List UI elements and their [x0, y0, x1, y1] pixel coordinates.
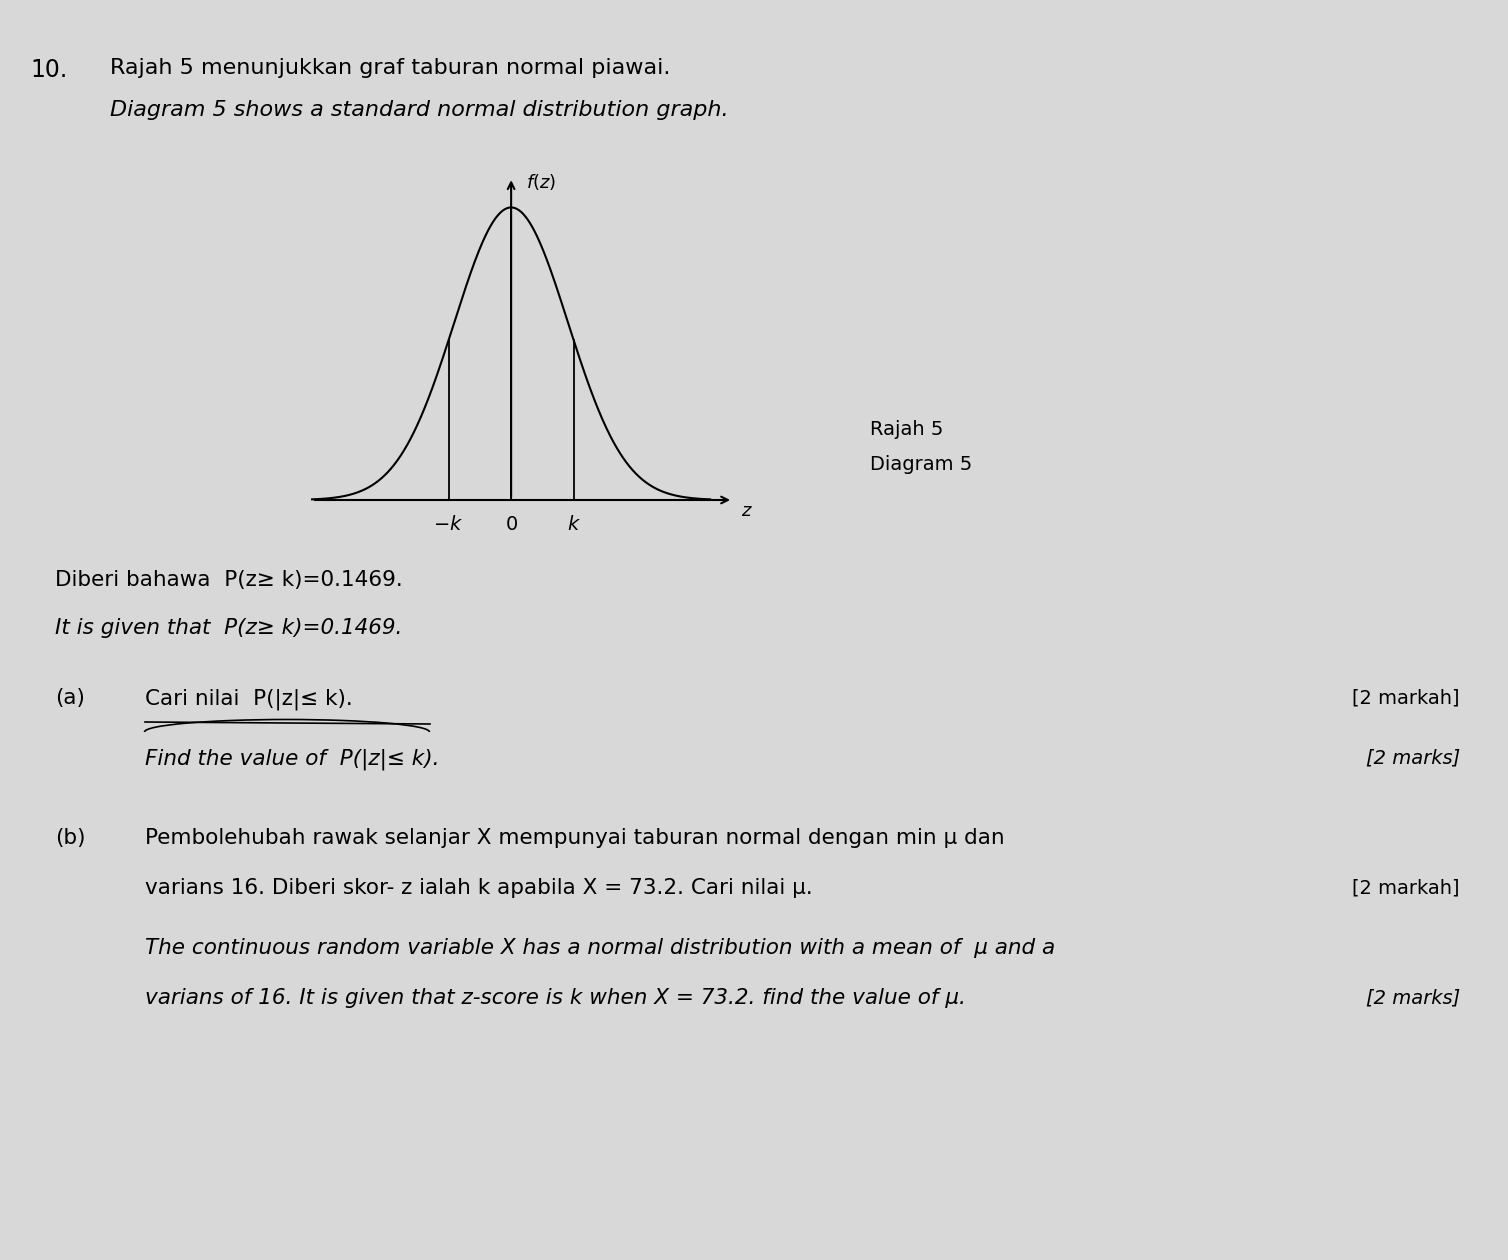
Text: Diberi bahawa  P(z≥ k)=0.1469.: Diberi bahawa P(z≥ k)=0.1469. [54, 570, 403, 590]
Text: $0$: $0$ [505, 515, 517, 534]
Text: $z$: $z$ [740, 501, 752, 520]
Text: It is given that  P(z≥ k)=0.1469.: It is given that P(z≥ k)=0.1469. [54, 617, 403, 638]
Text: (b): (b) [54, 828, 86, 848]
Text: 10.: 10. [30, 58, 68, 82]
Text: Diagram 5: Diagram 5 [870, 455, 973, 474]
Text: [2 marks]: [2 marks] [1366, 988, 1460, 1007]
Text: [2 markah]: [2 markah] [1353, 688, 1460, 707]
Text: Find the value of  P(|z|≤ k).: Find the value of P(|z|≤ k). [145, 748, 439, 770]
Text: Cari nilai  P(|z|≤ k).: Cari nilai P(|z|≤ k). [145, 688, 353, 709]
Text: (a): (a) [54, 688, 84, 708]
Text: varians 16. Diberi skor- z ialah k apabila X = 73.2. Cari nilai μ.: varians 16. Diberi skor- z ialah k apabi… [145, 878, 813, 898]
Text: Rajah 5 menunjukkan graf taburan normal piawai.: Rajah 5 menunjukkan graf taburan normal … [110, 58, 671, 78]
Text: [2 marks]: [2 marks] [1366, 748, 1460, 767]
Text: $-k$: $-k$ [433, 515, 463, 534]
Text: Pembolehubah rawak selanjar X mempunyai taburan normal dengan min μ dan: Pembolehubah rawak selanjar X mempunyai … [145, 828, 1004, 848]
Text: $k$: $k$ [567, 515, 581, 534]
Text: [2 markah]: [2 markah] [1353, 878, 1460, 897]
Text: The continuous random variable X has a normal distribution with a mean of  μ and: The continuous random variable X has a n… [145, 937, 1056, 958]
Text: $f(z)$: $f(z)$ [526, 173, 556, 193]
Text: Diagram 5 shows a standard normal distribution graph.: Diagram 5 shows a standard normal distri… [110, 100, 728, 120]
Text: varians of 16. It is given that z-score is k when X = 73.2. find the value of μ.: varians of 16. It is given that z-score … [145, 988, 967, 1008]
Text: Rajah 5: Rajah 5 [870, 420, 944, 438]
